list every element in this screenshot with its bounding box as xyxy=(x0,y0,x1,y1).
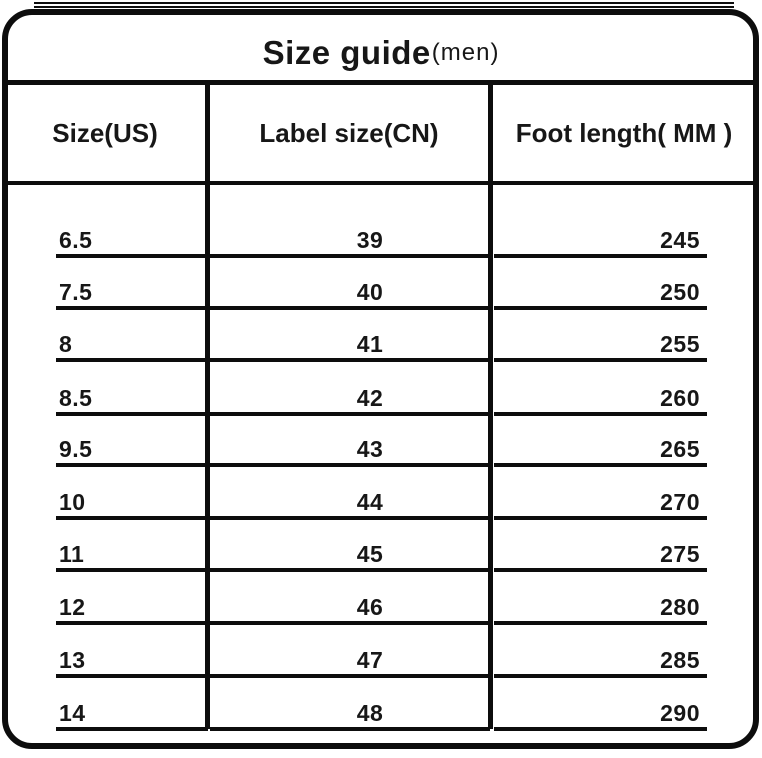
us-size-cell: 13 xyxy=(56,630,208,678)
us-size-value: 11 xyxy=(59,541,85,567)
cn-size-cell: 40 xyxy=(210,262,490,310)
cn-size-value: 46 xyxy=(356,594,384,620)
header-size-us: Size(US) xyxy=(52,117,158,148)
header-bottom-rule xyxy=(5,181,756,185)
table-header-row: Size(US) Label size(CN) Foot length( MM … xyxy=(0,85,762,181)
title-suffix: (men) xyxy=(431,39,500,66)
us-size-cell: 12 xyxy=(56,577,208,625)
mm-length-value: 245 xyxy=(660,227,700,253)
cn-size-value: 40 xyxy=(356,279,384,305)
mm-length-cell: 255 xyxy=(494,314,707,362)
cn-size-cell: 46 xyxy=(210,577,490,625)
table-row: 10 44 270 xyxy=(0,472,762,520)
mm-length-cell: 250 xyxy=(494,262,707,310)
outer-frame-border xyxy=(2,9,759,749)
column-divider-2 xyxy=(488,85,493,729)
column-divider-1 xyxy=(205,85,210,729)
us-size-value: 8 xyxy=(59,331,73,357)
cn-size-value: 39 xyxy=(356,227,384,253)
cn-size-value: 47 xyxy=(356,647,384,673)
us-size-value: 12 xyxy=(59,594,86,620)
mm-length-value: 270 xyxy=(660,489,700,515)
cn-size-cell: 42 xyxy=(210,368,490,416)
us-size-value: 13 xyxy=(59,647,86,673)
mm-length-cell: 270 xyxy=(494,472,707,520)
scan-artifact-line xyxy=(34,6,734,8)
mm-length-cell: 265 xyxy=(494,419,707,467)
title-main: Size guide xyxy=(262,34,431,71)
table-row: 9.5 43 265 xyxy=(0,419,762,467)
us-size-value: 7.5 xyxy=(59,279,93,305)
table-row: 8.5 42 260 xyxy=(0,368,762,416)
cn-size-cell: 48 xyxy=(210,683,490,731)
cn-size-cell: 45 xyxy=(210,524,490,572)
mm-length-value: 255 xyxy=(660,331,700,357)
mm-length-cell: 260 xyxy=(494,368,707,416)
mm-length-value: 285 xyxy=(660,647,700,673)
table-row: 11 45 275 xyxy=(0,524,762,572)
mm-length-cell: 245 xyxy=(494,210,707,258)
cn-size-value: 43 xyxy=(356,436,384,462)
us-size-value: 9.5 xyxy=(59,436,93,462)
mm-length-value: 265 xyxy=(660,436,700,462)
cn-size-cell: 41 xyxy=(210,314,490,362)
table-row: 8 41 255 xyxy=(0,314,762,362)
header-top-rule xyxy=(5,80,756,85)
us-size-cell: 8 xyxy=(56,314,208,362)
mm-length-value: 280 xyxy=(660,594,700,620)
mm-length-cell: 290 xyxy=(494,683,707,731)
us-size-cell: 11 xyxy=(56,524,208,572)
cn-size-cell: 39 xyxy=(210,210,490,258)
us-size-cell: 8.5 xyxy=(56,368,208,416)
mm-length-cell: 275 xyxy=(494,524,707,572)
table-row: 13 47 285 xyxy=(0,630,762,678)
us-size-cell: 7.5 xyxy=(56,262,208,310)
table-row: 14 48 290 xyxy=(0,683,762,731)
us-size-cell: 9.5 xyxy=(56,419,208,467)
us-size-value: 10 xyxy=(59,489,86,515)
mm-length-value: 250 xyxy=(660,279,700,305)
us-size-value: 8.5 xyxy=(59,385,93,411)
us-size-value: 6.5 xyxy=(59,227,93,253)
us-size-value: 14 xyxy=(59,700,86,726)
cn-size-cell: 43 xyxy=(210,419,490,467)
header-foot-length-mm: Foot length( MM ) xyxy=(515,117,733,148)
cn-size-cell: 44 xyxy=(210,472,490,520)
us-size-cell: 10 xyxy=(56,472,208,520)
mm-length-value: 290 xyxy=(660,700,700,726)
page-title: Size guide (men) xyxy=(0,26,762,80)
table-row: 7.5 40 250 xyxy=(0,262,762,310)
mm-length-value: 275 xyxy=(660,541,700,567)
scan-artifact-line xyxy=(34,2,734,4)
mm-length-cell: 285 xyxy=(494,630,707,678)
cn-size-value: 45 xyxy=(356,541,384,567)
mm-length-value: 260 xyxy=(660,385,700,411)
cn-size-value: 48 xyxy=(356,700,384,726)
cn-size-cell: 47 xyxy=(210,630,490,678)
us-size-cell: 14 xyxy=(56,683,208,731)
cn-size-value: 41 xyxy=(356,331,384,357)
cn-size-value: 44 xyxy=(356,489,384,515)
cn-size-value: 42 xyxy=(356,385,384,411)
us-size-cell: 6.5 xyxy=(56,210,208,258)
header-label-size-cn: Label size(CN) xyxy=(259,117,439,148)
table-row: 6.5 39 245 xyxy=(0,210,762,258)
mm-length-cell: 280 xyxy=(494,577,707,625)
table-row: 12 46 280 xyxy=(0,577,762,625)
